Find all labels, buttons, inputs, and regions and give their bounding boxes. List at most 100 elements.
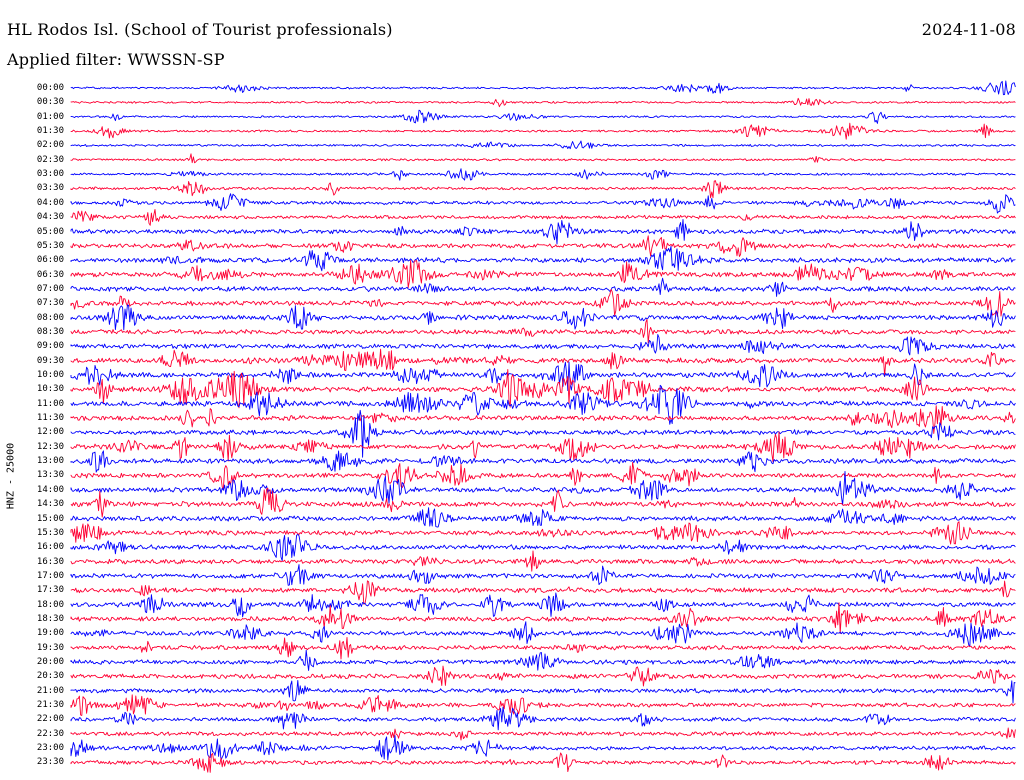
- seismogram-trace-0930: [70, 348, 1016, 377]
- time-label: 23:00: [36, 743, 64, 754]
- station-title: HL Rodos Isl. (School of Tourist profess…: [7, 20, 393, 39]
- time-label: 14:30: [36, 499, 64, 510]
- time-label: 19:30: [36, 642, 64, 653]
- seismogram-trace-0500: [70, 218, 1016, 245]
- time-label: 08:00: [36, 312, 64, 323]
- seismogram-trace-0200: [70, 140, 1016, 150]
- time-label: 01:30: [36, 126, 64, 137]
- seismogram-trace-0400: [70, 193, 1016, 214]
- seismogram-trace-1130: [70, 405, 1016, 434]
- seismogram-trace-0430: [70, 208, 1016, 226]
- time-label: 18:00: [36, 599, 64, 610]
- seismogram-trace-1330: [70, 461, 1016, 490]
- time-label: 00:30: [36, 97, 64, 108]
- time-label: 21:30: [36, 700, 64, 711]
- seismogram-trace-2130: [70, 694, 1016, 716]
- time-label: 20:00: [36, 657, 64, 667]
- seismogram-trace-1500: [70, 507, 1016, 528]
- time-label: 17:30: [36, 585, 64, 596]
- seismogram-trace-0300: [70, 168, 1016, 181]
- time-label: 10:30: [36, 384, 64, 395]
- seismogram-trace-1200: [70, 409, 1016, 458]
- time-label: 06:30: [36, 269, 64, 280]
- seismogram-trace-1400: [70, 470, 1016, 506]
- time-label: 08:30: [36, 326, 64, 337]
- time-label-column: 00:00 00:30 01:00 01:30 02:00 02:30 03:00 03:30…: [18, 0, 64, 780]
- filter-label: Applied filter: WWSSN-SP: [7, 50, 225, 69]
- seismogram-trace-1930: [70, 636, 1016, 660]
- seismogram-trace-1730: [70, 580, 1016, 605]
- seismogram-trace-1430: [70, 487, 1016, 518]
- time-label: 01:00: [36, 111, 64, 122]
- seismogram-trace-1600: [70, 533, 1016, 562]
- seismogram-trace-1700: [70, 564, 1016, 586]
- time-label: 12:00: [36, 427, 64, 438]
- seismogram-trace-2200: [70, 706, 1016, 731]
- seismogram-trace-0730: [70, 289, 1016, 317]
- time-label: 13:30: [36, 470, 64, 481]
- time-label: 15:00: [36, 513, 64, 524]
- seismogram-trace-0100: [70, 109, 1016, 124]
- seismogram-trace-2230: [70, 727, 1016, 741]
- record-date: 2024-11-08: [921, 20, 1016, 39]
- time-label: 22:00: [36, 714, 64, 725]
- seismogram-trace-0630: [70, 259, 1016, 289]
- time-label: 03:30: [36, 183, 64, 194]
- time-label: 14:00: [36, 484, 64, 495]
- time-label: 20:30: [36, 671, 64, 682]
- time-label: 11:00: [36, 398, 64, 409]
- time-label: 09:30: [36, 355, 64, 366]
- time-label: 15:30: [36, 527, 64, 538]
- time-label: 11:30: [36, 413, 64, 424]
- time-label: 05:00: [36, 226, 64, 237]
- seismogram-trace-1830: [70, 602, 1016, 634]
- seismogram-trace-1900: [70, 621, 1016, 648]
- seismogram-trace-1300: [70, 450, 1016, 473]
- time-label: 06:00: [36, 255, 64, 266]
- seismogram-trace-2300: [70, 735, 1016, 761]
- time-label: 16:30: [36, 556, 64, 567]
- time-label: 05:30: [36, 240, 64, 251]
- time-label: 19:00: [36, 628, 64, 639]
- seismogram-trace-1030: [70, 369, 1016, 409]
- time-label: 07:30: [36, 298, 64, 309]
- time-label: 21:00: [36, 685, 64, 696]
- seismogram-trace-0030: [70, 97, 1016, 108]
- seismogram-trace-0600: [70, 245, 1016, 272]
- time-label: 23:30: [36, 757, 64, 768]
- time-label: 10:00: [36, 370, 64, 380]
- time-label: 16:00: [36, 542, 64, 553]
- seismogram-trace-2330: [70, 752, 1016, 773]
- time-label: 13:00: [36, 456, 64, 467]
- seismogram-trace-0330: [70, 180, 1016, 199]
- seismogram-trace-0130: [70, 122, 1016, 140]
- seismogram-trace-0230: [70, 153, 1016, 164]
- seismogram-trace-0530: [70, 235, 1016, 257]
- seismogram-trace-0700: [70, 277, 1016, 297]
- seismogram-trace-1530: [70, 521, 1016, 545]
- seismogram-trace-0830: [70, 318, 1016, 344]
- seismogram-trace-2100: [70, 679, 1016, 704]
- time-label: 22:30: [36, 728, 64, 739]
- time-label: 03:00: [36, 169, 64, 180]
- seismogram-trace-2030: [70, 665, 1016, 687]
- time-label: 07:00: [36, 283, 64, 294]
- time-label: 02:00: [36, 140, 64, 151]
- seismogram-trace-2000: [70, 649, 1016, 671]
- time-label: 09:00: [36, 341, 64, 352]
- time-label: 04:30: [36, 212, 64, 223]
- seismogram-trace-1100: [70, 384, 1016, 425]
- time-label: 12:30: [36, 441, 64, 452]
- seismogram-trace-1230: [70, 431, 1016, 463]
- seismogram-trace-1630: [70, 550, 1016, 572]
- time-label: 00:00: [36, 83, 64, 93]
- seismogram-trace-1000: [70, 361, 1016, 392]
- seismogram-trace-0000: [70, 80, 1016, 96]
- time-label: 18:30: [36, 613, 64, 624]
- time-label: 17:00: [36, 570, 64, 581]
- time-label: 02:30: [36, 154, 64, 165]
- seismogram-trace-0800: [70, 304, 1016, 331]
- time-label: 04:00: [36, 197, 64, 208]
